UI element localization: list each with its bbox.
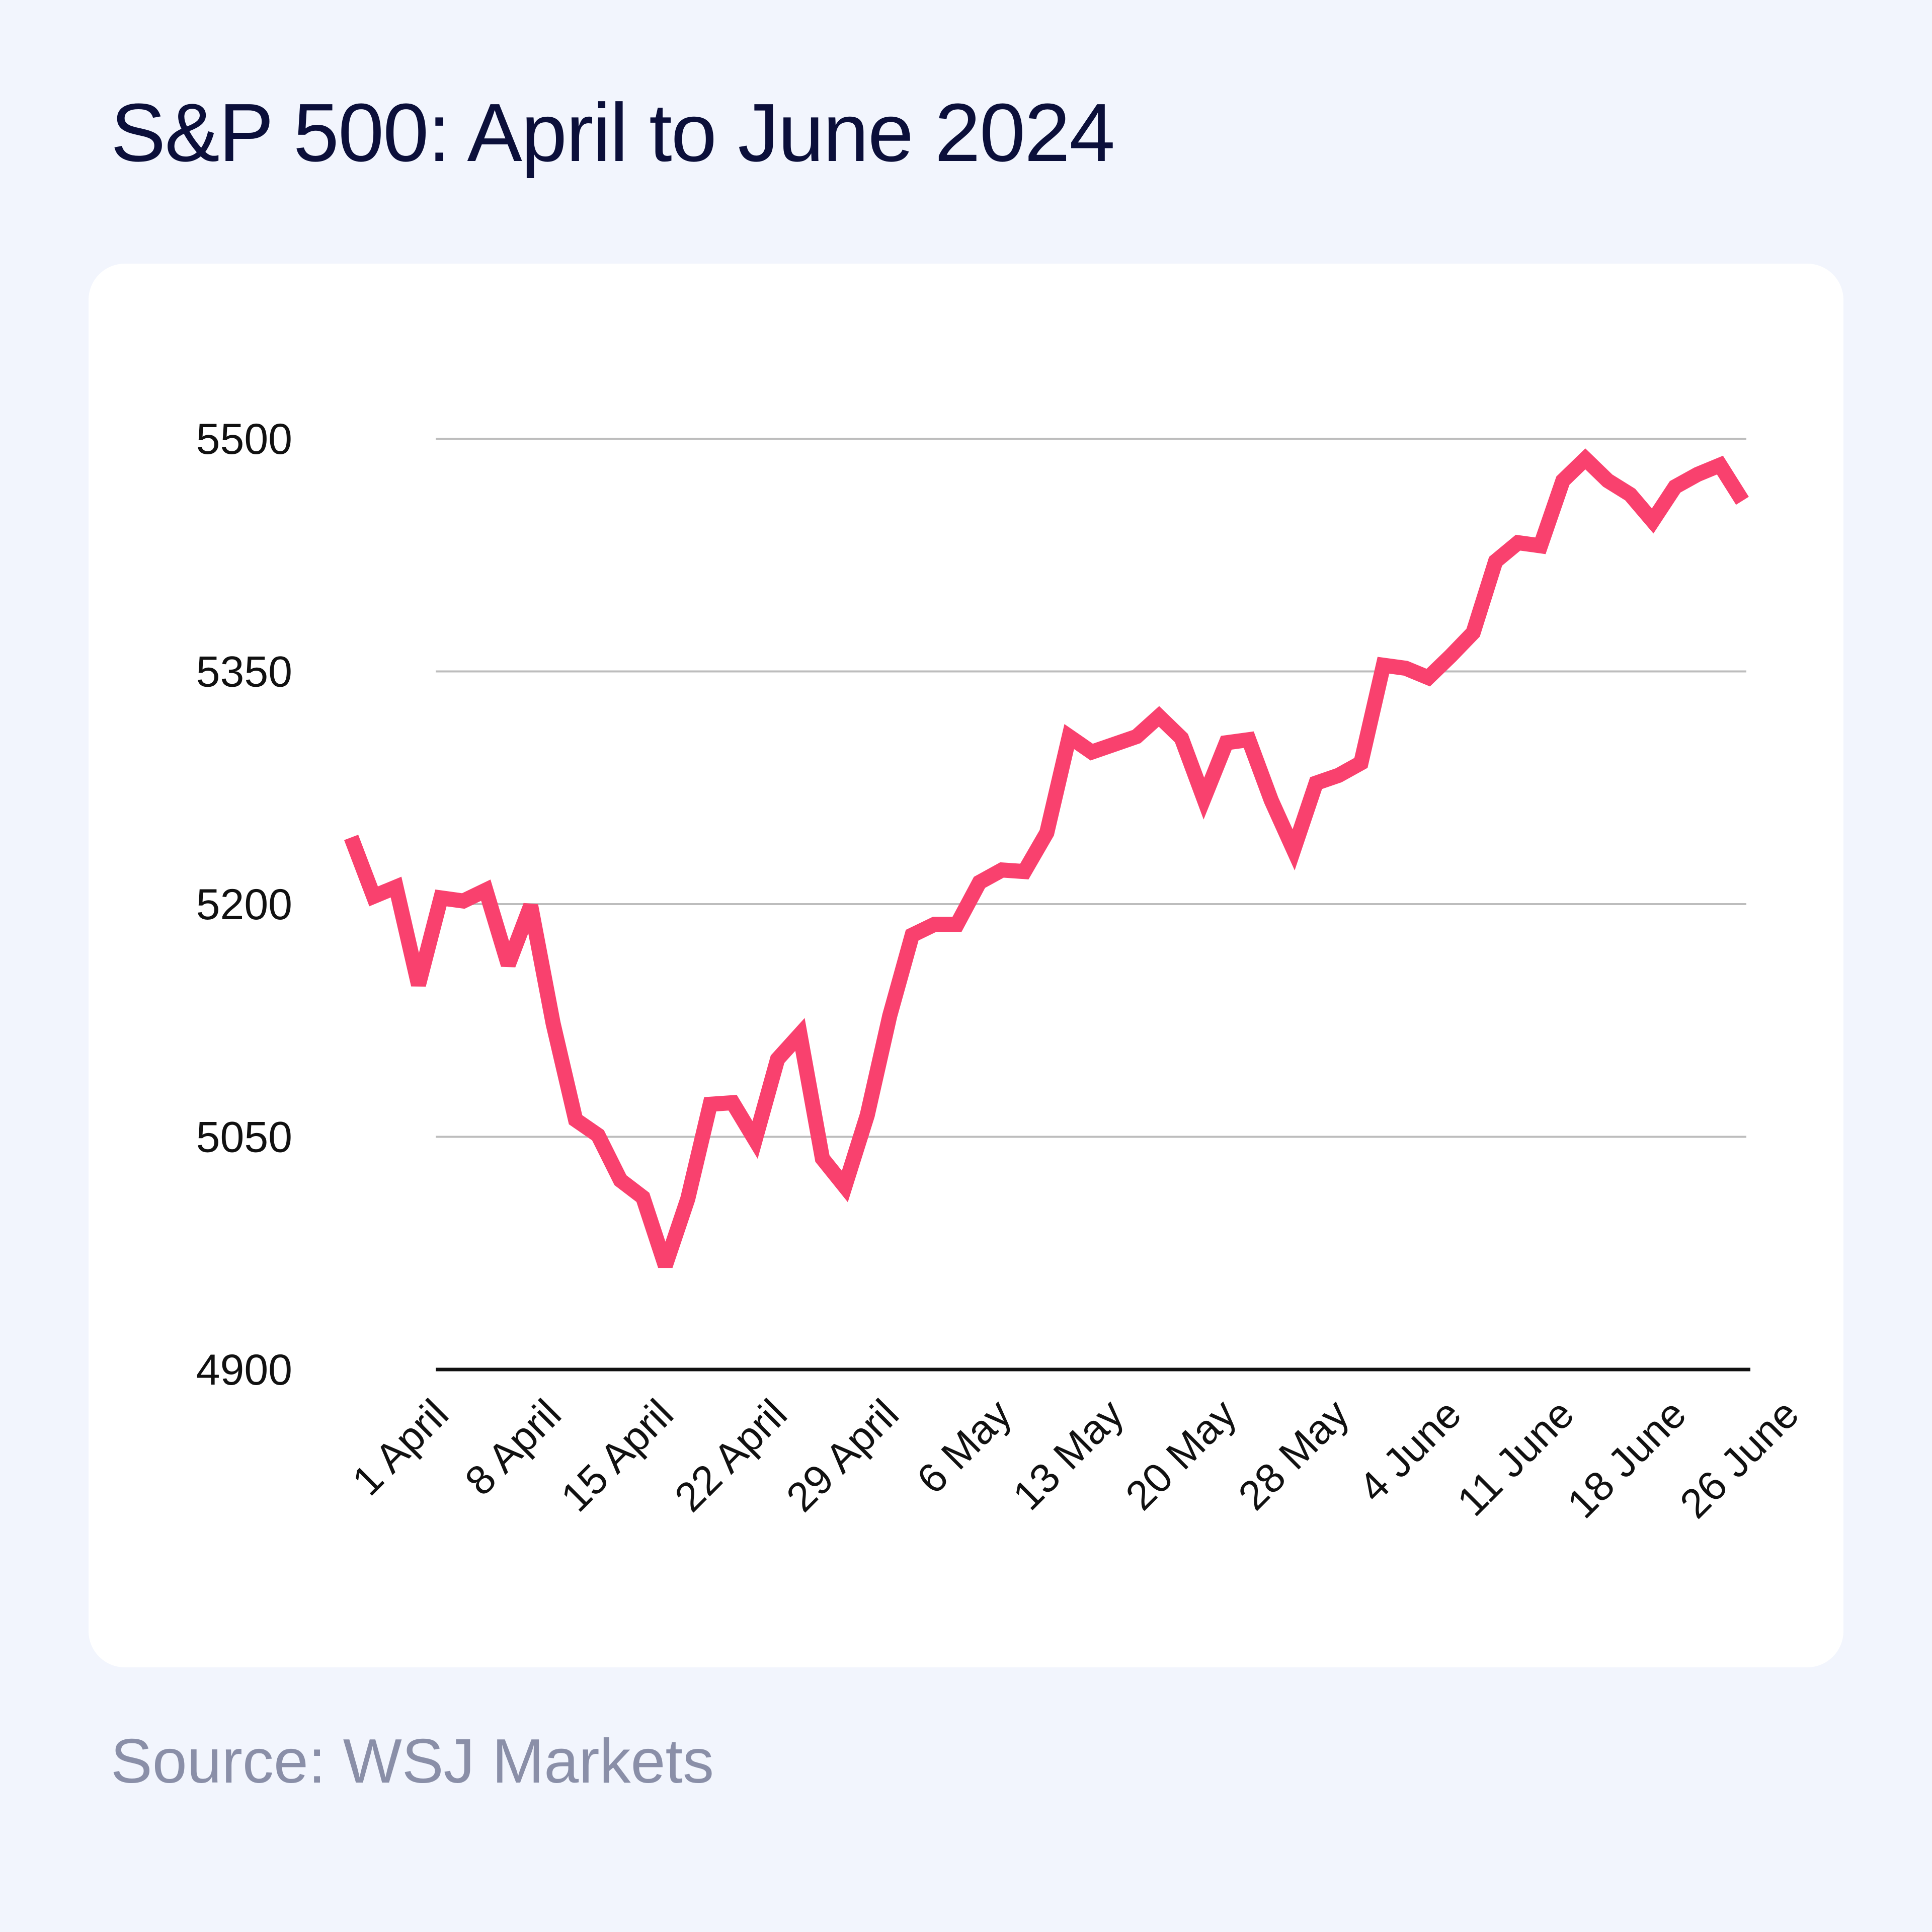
- y-tick-label-5500: 5500: [196, 415, 292, 463]
- x-tick-label: 20 May: [1117, 1391, 1245, 1518]
- x-tick-label: 15 April: [552, 1391, 682, 1520]
- x-tick-label: 22 April: [666, 1391, 796, 1520]
- x-tick-label: 6 May: [908, 1391, 1020, 1502]
- y-tick-label-5050: 5050: [196, 1113, 292, 1162]
- y-tick-label-5350: 5350: [196, 648, 292, 696]
- page-title: S&P 500: April to June 2024: [111, 87, 1115, 179]
- source-note: Source: WSJ Markets: [111, 1727, 714, 1796]
- y-axis-ticks: 4900 5050 5200 5350 5500: [196, 415, 292, 1394]
- gridlines: [436, 438, 1750, 1372]
- series-line: [344, 448, 1749, 1268]
- x-tick-label: 26 June: [1671, 1391, 1808, 1527]
- series-layer: [344, 448, 1749, 1268]
- y-tick-label-5200: 5200: [196, 880, 292, 929]
- x-tick-label: 13 May: [1004, 1391, 1132, 1518]
- x-tick-label: 18 June: [1559, 1391, 1695, 1527]
- x-tick-label: 29 April: [778, 1391, 908, 1520]
- x-tick-label: 28 May: [1230, 1391, 1357, 1518]
- chart-card: 4900 5050 5200 5350 5500 1 April 8 April 15 Ap…: [89, 264, 1843, 1667]
- x-tick-label: 1 April: [344, 1391, 457, 1504]
- y-tick-label-4900: 4900: [196, 1346, 292, 1394]
- x-tick-label: 11 June: [1448, 1391, 1582, 1524]
